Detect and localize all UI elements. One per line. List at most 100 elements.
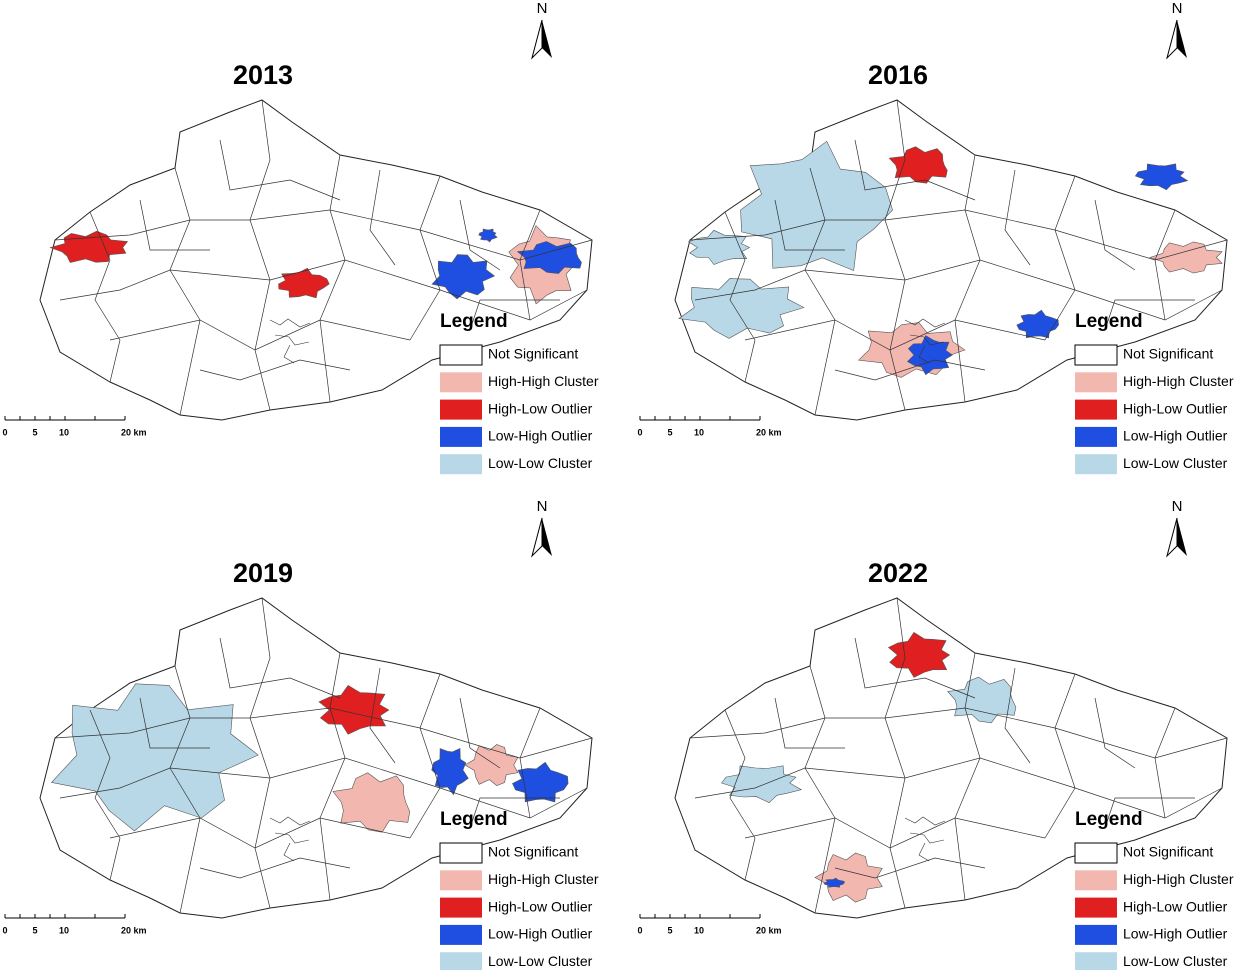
- cluster-area: [814, 852, 883, 903]
- scale-label: 5: [667, 925, 672, 935]
- cluster-area: [740, 140, 893, 272]
- legend-label: High-High Cluster: [1123, 373, 1234, 389]
- legend-swatch: [1074, 842, 1118, 864]
- map-title: 2016: [868, 60, 928, 90]
- cluster-area: [947, 676, 1017, 724]
- legend-label: Low-High Outlier: [488, 926, 593, 942]
- urban-detail: [269, 318, 311, 364]
- scale-label: 10: [694, 427, 704, 437]
- map-outline: [674, 99, 1228, 421]
- legend-label: High-Low Outlier: [488, 898, 593, 914]
- boundary: [469, 299, 560, 331]
- cluster-area: [823, 877, 845, 888]
- legend-label: High-Low Outlier: [488, 400, 593, 416]
- scale-label: 0: [2, 925, 7, 935]
- legend-label: Not Significant: [488, 844, 578, 860]
- scale-label: 0: [637, 427, 642, 437]
- map-panel: 2019 N Legend Not Significant High-High Clus…: [2, 498, 599, 970]
- scale-label: 0: [637, 925, 642, 935]
- scale-label: 20 km: [121, 427, 147, 437]
- cluster-area: [332, 772, 411, 833]
- boundary: [1104, 299, 1195, 331]
- boundary: [54, 707, 593, 759]
- cluster-area: [512, 761, 569, 803]
- urban-detail: [904, 816, 946, 862]
- boundary: [854, 637, 976, 699]
- north-arrow: [531, 19, 543, 60]
- north-label: N: [537, 498, 548, 515]
- legend-title: Legend: [1075, 311, 1143, 332]
- cluster-area: [431, 748, 469, 796]
- north-arrow: [1166, 517, 1178, 558]
- boundary: [744, 319, 1046, 351]
- boundary: [199, 359, 351, 381]
- map-title: 2022: [868, 558, 928, 588]
- legend-label: High-High Cluster: [488, 373, 599, 389]
- boundary: [689, 707, 1228, 759]
- boundary: [59, 259, 588, 321]
- boundary: [54, 209, 593, 261]
- legend-label: Low-Low Cluster: [1123, 455, 1228, 471]
- legend-swatch: [1075, 952, 1117, 970]
- boundary: [1044, 175, 1076, 341]
- legend-title: Legend: [1075, 809, 1143, 830]
- boundary: [469, 797, 560, 829]
- scale-label: 10: [59, 427, 69, 437]
- legend-swatch: [1074, 344, 1118, 366]
- legend-label: High-High Cluster: [488, 871, 599, 887]
- cluster-area: [1134, 163, 1189, 191]
- boundary: [724, 211, 756, 383]
- legend-swatch: [440, 924, 482, 945]
- cluster-area: [907, 335, 953, 376]
- legend-swatch: [439, 842, 483, 864]
- boundary: [369, 667, 396, 764]
- boundary: [139, 199, 210, 251]
- legend-title: Legend: [440, 809, 508, 830]
- legend-swatch: [1075, 426, 1117, 447]
- boundary: [1004, 169, 1031, 266]
- legend-swatch: [1075, 372, 1117, 393]
- boundary: [139, 697, 210, 749]
- legend-label: High-High Cluster: [1123, 871, 1234, 887]
- boundary: [834, 359, 986, 381]
- north-arrow: [1166, 19, 1178, 60]
- urban-detail: [904, 318, 946, 364]
- map-panel: 2013 N Legend Not Significant High-High Clus…: [2, 0, 599, 475]
- legend-label: Low-Low Cluster: [488, 953, 593, 969]
- scale-label: 20 km: [756, 427, 782, 437]
- boundary: [409, 175, 441, 341]
- boundary: [89, 211, 121, 383]
- legend-label: Low-Low Cluster: [1123, 953, 1228, 969]
- legend-swatch: [440, 426, 482, 447]
- map-title: 2019: [233, 558, 293, 588]
- scale-label: 5: [32, 925, 37, 935]
- boundary: [59, 757, 588, 819]
- north-arrow: [542, 20, 552, 58]
- map-panel: 2016 N Legend Not Significant High-High Clus…: [637, 0, 1234, 475]
- north-arrow: [1177, 518, 1187, 556]
- legend-label: Low-High Outlier: [1123, 926, 1228, 942]
- urban-detail: [269, 816, 311, 862]
- legend-label: High-Low Outlier: [1123, 400, 1228, 416]
- cluster-area: [318, 684, 390, 735]
- boundary: [219, 637, 341, 699]
- north-label: N: [537, 0, 548, 17]
- legend-swatch: [440, 952, 482, 970]
- boundary: [854, 139, 976, 201]
- boundary: [1104, 797, 1195, 829]
- boundary: [1094, 199, 1136, 271]
- cluster-area: [516, 241, 582, 274]
- boundary: [834, 857, 986, 879]
- legend-label: Low-High Outlier: [1123, 428, 1228, 444]
- legend-swatch: [1075, 897, 1117, 918]
- boundary: [689, 209, 1228, 261]
- legend-swatch: [1075, 454, 1117, 475]
- cluster-area: [1016, 309, 1059, 339]
- legend-label: Not Significant: [1123, 844, 1213, 860]
- scale-label: 10: [59, 925, 69, 935]
- legend-swatch: [1075, 924, 1117, 945]
- cluster-area: [678, 278, 805, 339]
- north-label: N: [1172, 0, 1183, 17]
- cluster-area: [888, 146, 948, 184]
- boundary: [89, 709, 121, 881]
